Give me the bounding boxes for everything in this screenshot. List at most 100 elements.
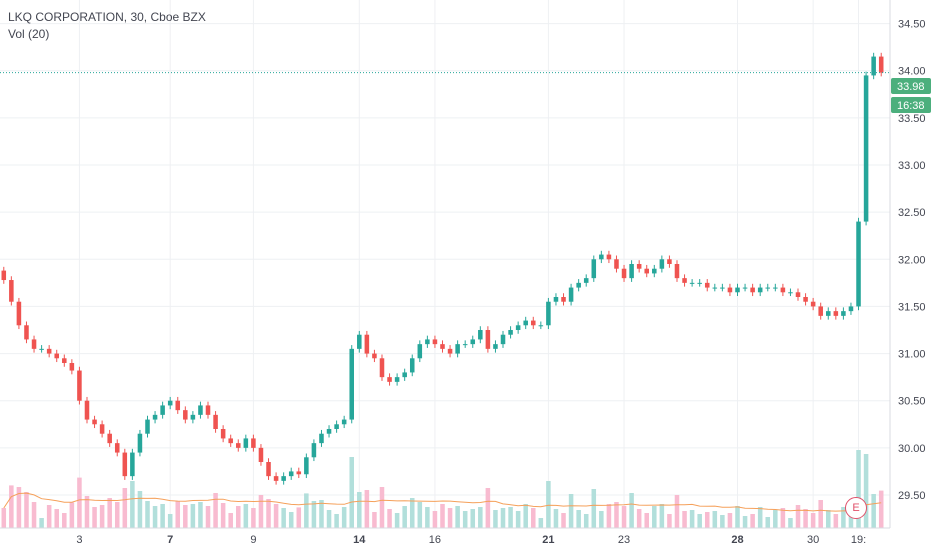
volume-bar [810,513,816,528]
candle [818,306,823,316]
candle [599,254,604,260]
candle [447,348,453,354]
volume-bar [689,510,695,528]
symbol-legend[interactable]: LKQ CORPORATION, 30, Cboe BZX [8,10,206,24]
last-price-label: 33.98 [897,81,925,93]
candle [750,287,755,293]
candle [341,419,347,425]
candle [54,353,59,359]
candle [757,287,763,293]
volume-bar [667,514,672,528]
candle [523,320,528,326]
volume-bar [145,501,150,528]
volume-bar [652,506,657,528]
time-tick-label: 28 [731,534,743,546]
volume-bar [46,505,52,528]
candle [1,270,7,281]
volume-bar [39,518,44,528]
time-axis: 3 7 9 14 16 21 23 28 30 19: [76,534,866,546]
volume-bar [515,511,521,528]
volume-bar [183,505,188,528]
volume-bar [107,498,112,528]
candle [288,471,294,477]
candle [576,282,581,288]
time-tick-label: 30 [807,534,819,546]
candle [629,264,634,279]
volume-bar [447,508,453,528]
candle [606,254,612,260]
time-tick-label: 16 [429,534,441,546]
candle [553,297,559,302]
volume-bar [77,477,82,528]
price-tick-label: 33.00 [898,160,926,172]
candle [281,476,286,481]
candle [856,221,861,307]
candle [152,414,158,420]
time-tick-label: 14 [353,534,366,546]
candle [682,278,687,283]
candle [470,339,476,345]
volume-bar [379,487,385,528]
time-tick-label: 7 [167,534,173,546]
candle [871,56,876,76]
candle [621,268,627,279]
candle [674,264,680,279]
volume-bar [326,510,332,528]
candle [788,292,793,294]
volume-bar [629,493,634,528]
candle [826,311,831,316]
price-tick-label: 34.00 [898,66,926,78]
candle [780,287,786,293]
volume-bar [788,518,793,528]
volume-bar [826,510,831,528]
candle [417,344,423,359]
volume-bar [409,498,415,528]
candle [841,311,846,316]
candle [130,452,135,477]
volume-bar [599,511,604,528]
volume-bar [621,506,627,528]
volume-bar [425,507,430,528]
volume-bar [773,510,778,528]
price-tick-label: 30.00 [898,443,926,455]
volume-bar [9,485,14,528]
price-tick-label: 31.50 [898,301,926,313]
volume-bar [712,511,718,528]
volume-bar [364,490,370,528]
volume-bar [432,511,438,528]
volume-bar [576,510,581,528]
volume-bar [54,509,59,528]
candle [243,438,249,448]
candle [167,400,173,406]
volume-bar [198,502,203,528]
candle [742,287,748,289]
candle [198,405,203,415]
candle [863,75,869,222]
volume-bar [735,506,740,528]
candle [515,325,521,330]
volume-bar [334,514,339,528]
candle [432,339,438,345]
candle [848,306,854,312]
earnings-badge[interactable]: E [845,497,867,519]
volume-bar [636,509,642,528]
volume-bar [523,504,528,528]
candle [765,287,771,289]
candle [145,419,150,434]
volume-legend[interactable]: Vol (20) [8,27,50,41]
volume-bar [833,514,839,528]
volume-bar [720,515,725,528]
candle [773,287,778,289]
candle [712,287,718,289]
volume-bar [493,510,498,528]
candle [538,325,544,327]
candle [697,282,702,284]
candle [478,330,483,340]
candle [205,405,211,415]
price-tick-label: 33.50 [898,113,926,125]
countdown-label: 16:38 [897,100,925,112]
candle [409,358,415,373]
volume-bar [780,508,786,528]
candle [440,344,445,349]
